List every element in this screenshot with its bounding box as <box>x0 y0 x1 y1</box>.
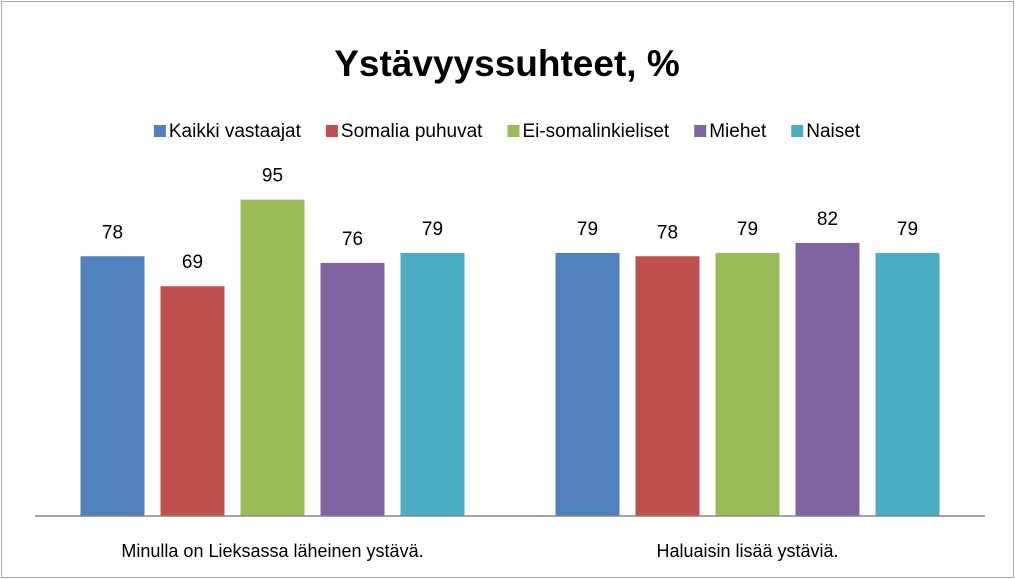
bar <box>875 252 940 516</box>
legend-swatch <box>507 125 520 137</box>
data-label: 82 <box>817 209 838 230</box>
bar <box>320 262 385 516</box>
legend-label: Kaikki vastaajat <box>169 121 302 142</box>
legend-swatch <box>325 125 338 137</box>
bar <box>555 252 620 516</box>
legend-swatch <box>694 125 707 137</box>
x-tick-label: Minulla on Lieksassa läheinen ystävä. <box>121 541 423 561</box>
legend-label: Somalia puhuvat <box>341 121 483 142</box>
x-tick-label: Haluaisin lisää ystäviä. <box>656 541 838 561</box>
legend-label: Naiset <box>806 121 861 142</box>
data-label: 79 <box>422 219 443 240</box>
chart-title: Ystävyyssuhteet, % <box>334 43 680 84</box>
bar <box>715 252 780 516</box>
data-label: 69 <box>182 252 203 273</box>
data-label: 76 <box>342 229 363 250</box>
bar <box>795 242 860 516</box>
data-label: 79 <box>897 219 918 240</box>
data-label: 79 <box>737 219 758 240</box>
bar <box>240 199 305 516</box>
data-label: 79 <box>577 219 598 240</box>
data-label: 95 <box>262 166 283 187</box>
legend-swatch <box>153 125 166 137</box>
bar <box>80 256 145 516</box>
bar <box>400 252 465 516</box>
bar <box>635 256 700 516</box>
legend-label: Miehet <box>709 121 767 142</box>
legend-swatch <box>791 125 804 137</box>
data-label: 78 <box>102 222 123 243</box>
bar <box>160 286 225 516</box>
legend-label: Ei-somalinkieliset <box>522 121 669 142</box>
data-label: 78 <box>657 222 678 243</box>
